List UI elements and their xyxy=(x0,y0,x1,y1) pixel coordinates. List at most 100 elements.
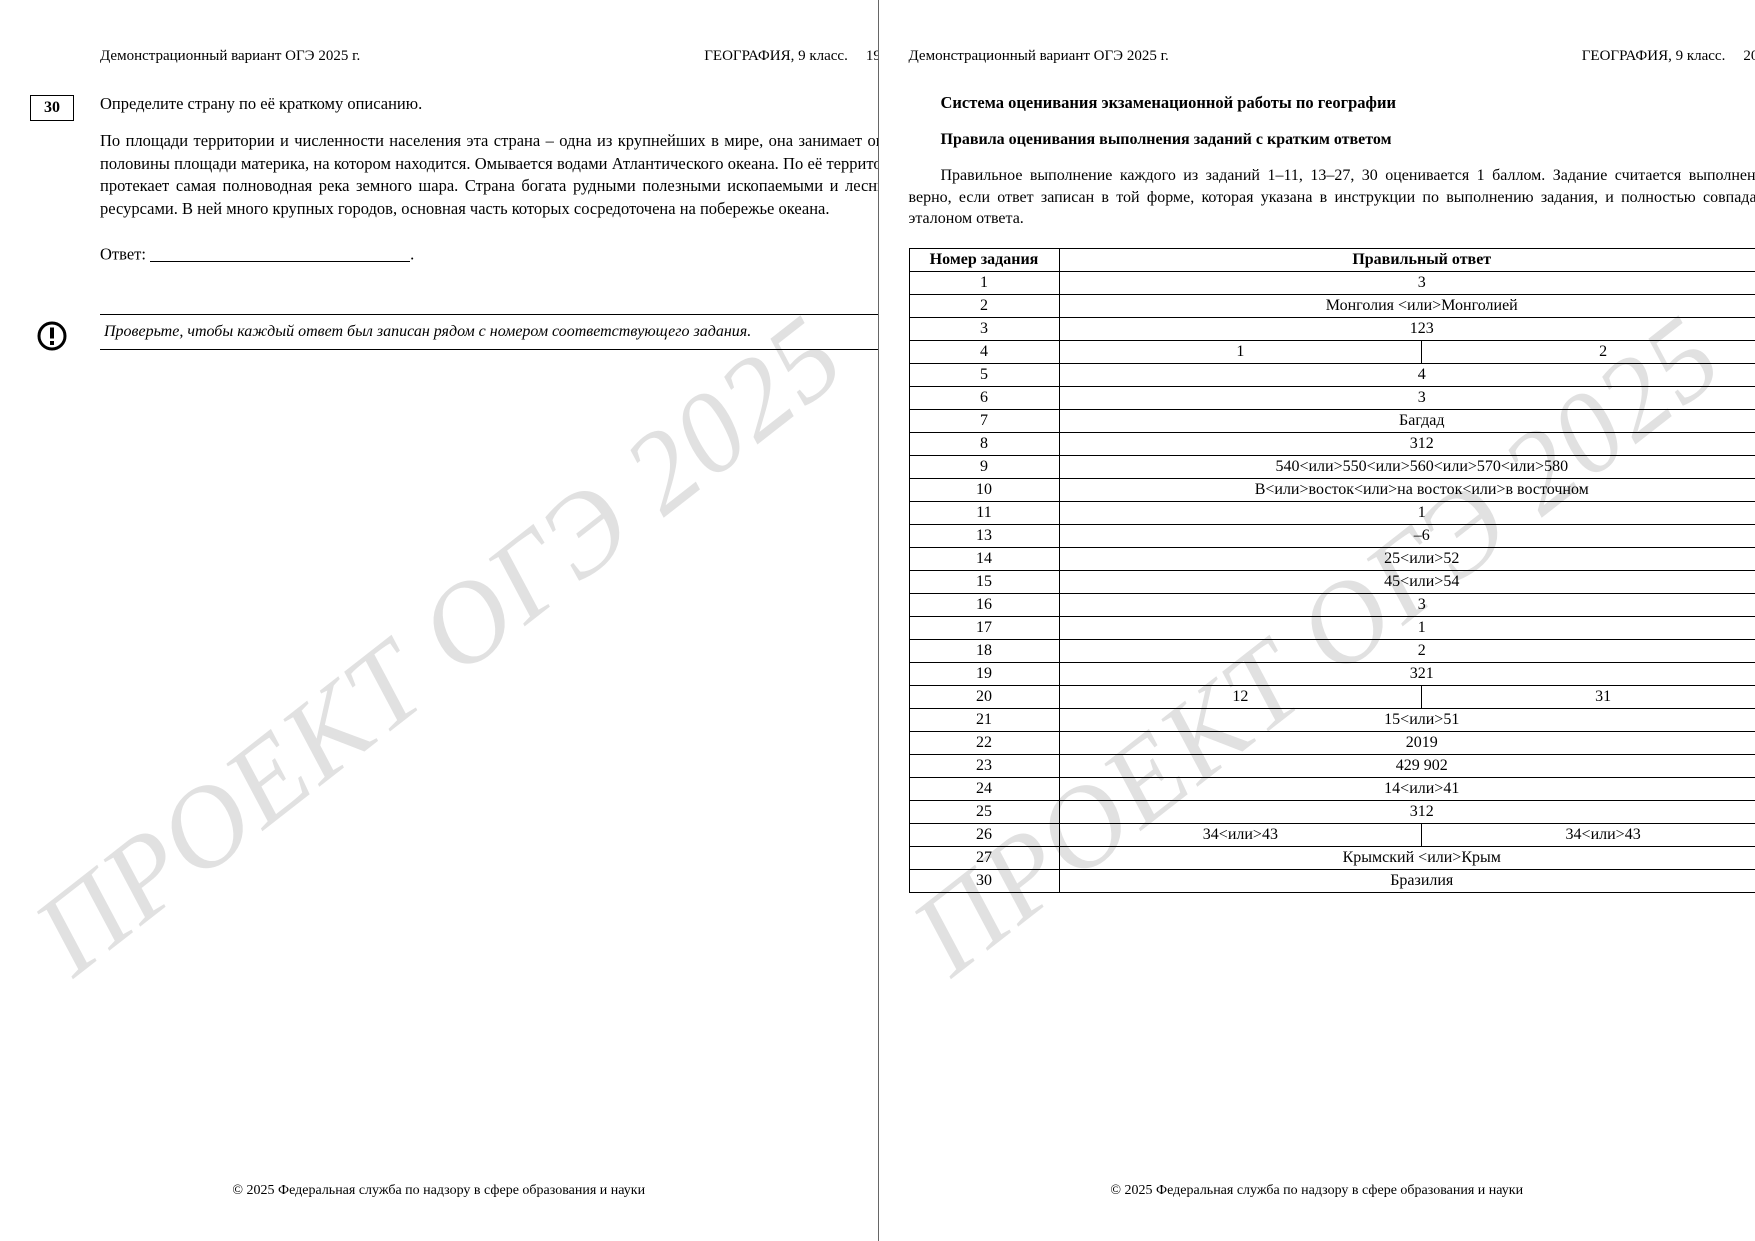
table-row: 2115<или>51 xyxy=(909,708,1755,731)
table-row: 23429 902 xyxy=(909,754,1755,777)
task-number-cell: 2 xyxy=(909,294,1059,317)
answer-cell: В<или>восток<или>на восток<или>в восточн… xyxy=(1059,478,1755,501)
task-block: 30 Определите страну по её краткому опис… xyxy=(30,93,878,296)
answer-line: Ответ: . xyxy=(100,243,878,266)
table-row: 25312 xyxy=(909,800,1755,823)
answer-cell: 3 xyxy=(1059,386,1755,409)
table-row: 3123 xyxy=(909,317,1755,340)
task-number-cell: 1 xyxy=(909,271,1059,294)
two-page-spread: ПРОЕКТ ОГЭ 2025 Демонстрационный вариант… xyxy=(0,0,1755,1241)
task-number-cell: 11 xyxy=(909,501,1059,524)
answer-cell: 2019 xyxy=(1059,731,1755,754)
answer-cell: 123 xyxy=(1059,317,1755,340)
task-number-cell: 15 xyxy=(909,570,1059,593)
runhead-page-number: 19 / 24 xyxy=(866,48,878,65)
answer-cell: 15<или>51 xyxy=(1059,708,1755,731)
table-row: 63 xyxy=(909,386,1755,409)
page-right: ПРОЕКТ ОГЭ 2025 Демонстрационный вариант… xyxy=(878,0,1755,1241)
task-number-cell: 21 xyxy=(909,708,1059,731)
runhead-subject: ГЕОГРАФИЯ, 9 класс. xyxy=(1582,48,1744,65)
answer-label: Ответ: xyxy=(100,244,146,263)
page-footer: © 2025 Федеральная служба по надзору в с… xyxy=(0,1183,878,1199)
answer-blank xyxy=(150,246,410,263)
answer-cell: 321 xyxy=(1059,662,1755,685)
table-row: 13 xyxy=(909,271,1755,294)
table-row: 222019 xyxy=(909,731,1755,754)
table-row: 163 xyxy=(909,593,1755,616)
table-row: 8312 xyxy=(909,432,1755,455)
task-number-cell: 4 xyxy=(909,340,1059,363)
running-head: Демонстрационный вариант ОГЭ 2025 г. ГЕО… xyxy=(100,48,878,65)
answer-cell: 31 xyxy=(1422,685,1755,708)
task-number-cell: 25 xyxy=(909,800,1059,823)
table-row: 19321 xyxy=(909,662,1755,685)
notice-text: Проверьте, чтобы каждый ответ был записа… xyxy=(100,314,878,350)
answer-cell: Бразилия xyxy=(1059,869,1755,892)
answer-cell: Крымский <или>Крым xyxy=(1059,846,1755,869)
task-number-cell: 14 xyxy=(909,547,1059,570)
table-row: 201231 xyxy=(909,685,1755,708)
task-number-cell: 17 xyxy=(909,616,1059,639)
answer-cell: 540<или>550<или>560<или>570<или>580 xyxy=(1059,455,1755,478)
col-header-answer: Правильный ответ xyxy=(1059,248,1755,271)
answer-cell: 3 xyxy=(1059,271,1755,294)
watermark: ПРОЕКТ ОГЭ 2025 xyxy=(9,290,868,1001)
table-row: 171 xyxy=(909,616,1755,639)
answer-cell: 12 xyxy=(1059,685,1422,708)
answer-cell: 2 xyxy=(1059,639,1755,662)
answer-cell: –6 xyxy=(1059,524,1755,547)
answer-cell: 25<или>52 xyxy=(1059,547,1755,570)
answer-cell: 2 xyxy=(1422,340,1755,363)
task-number-cell: 24 xyxy=(909,777,1059,800)
question-number: 30 xyxy=(44,99,60,117)
task-number-cell: 22 xyxy=(909,731,1059,754)
page-left: ПРОЕКТ ОГЭ 2025 Демонстрационный вариант… xyxy=(0,0,878,1241)
task-number-cell: 10 xyxy=(909,478,1059,501)
running-head: Демонстрационный вариант ОГЭ 2025 г. ГЕО… xyxy=(909,48,1755,65)
table-header-row: Номер задания Правильный ответ xyxy=(909,248,1755,271)
runhead-page-number: 20 / 24 xyxy=(1743,48,1755,65)
answer-cell: 34<или>43 xyxy=(1422,823,1755,846)
table-row: 27Крымский <или>Крым xyxy=(909,846,1755,869)
task-prompt: Определите страну по её краткому описани… xyxy=(100,93,878,116)
task-number-cell: 23 xyxy=(909,754,1059,777)
task-number-cell: 16 xyxy=(909,593,1059,616)
table-row: 1425<или>52 xyxy=(909,547,1755,570)
subsection-title: Правила оценивания выполнения заданий с … xyxy=(941,131,1755,149)
task-number-cell: 3 xyxy=(909,317,1059,340)
task-number-cell: 6 xyxy=(909,386,1059,409)
answer-trail: . xyxy=(410,244,414,263)
task-number-cell: 8 xyxy=(909,432,1059,455)
table-row: 1545<или>54 xyxy=(909,570,1755,593)
task-description: По площади территории и численности насе… xyxy=(100,130,878,221)
task-number-cell: 20 xyxy=(909,685,1059,708)
table-row: 13–6 xyxy=(909,524,1755,547)
notice-block: Проверьте, чтобы каждый ответ был записа… xyxy=(30,314,878,352)
answer-cell: 429 902 xyxy=(1059,754,1755,777)
task-number-cell: 26 xyxy=(909,823,1059,846)
question-number-box: 30 xyxy=(30,95,74,121)
page-footer: © 2025 Федеральная служба по надзору в с… xyxy=(879,1183,1755,1199)
table-row: 2414<или>41 xyxy=(909,777,1755,800)
rules-paragraph: Правильное выполнение каждого из заданий… xyxy=(909,165,1755,230)
table-row: 2Монголия <или>Монголией xyxy=(909,294,1755,317)
answer-cell: 3 xyxy=(1059,593,1755,616)
task-number-cell: 5 xyxy=(909,363,1059,386)
answer-cell: Монголия <или>Монголией xyxy=(1059,294,1755,317)
answer-cell: 1 xyxy=(1059,616,1755,639)
table-row: 7Багдад xyxy=(909,409,1755,432)
table-row: 9540<или>550<или>560<или>570<или>580 xyxy=(909,455,1755,478)
table-row: 54 xyxy=(909,363,1755,386)
table-row: 111 xyxy=(909,501,1755,524)
task-number-cell: 9 xyxy=(909,455,1059,478)
task-number-cell: 19 xyxy=(909,662,1059,685)
task-number-cell: 27 xyxy=(909,846,1059,869)
table-row: 30Бразилия xyxy=(909,869,1755,892)
answer-cell: 34<или>43 xyxy=(1059,823,1422,846)
answer-cell: 1 xyxy=(1059,501,1755,524)
task-number-cell: 7 xyxy=(909,409,1059,432)
runhead-subject: ГЕОГРАФИЯ, 9 класс. xyxy=(704,48,866,65)
runhead-variant: Демонстрационный вариант ОГЭ 2025 г. xyxy=(909,48,1169,65)
answer-cell: 45<или>54 xyxy=(1059,570,1755,593)
answer-cell: 1 xyxy=(1059,340,1422,363)
